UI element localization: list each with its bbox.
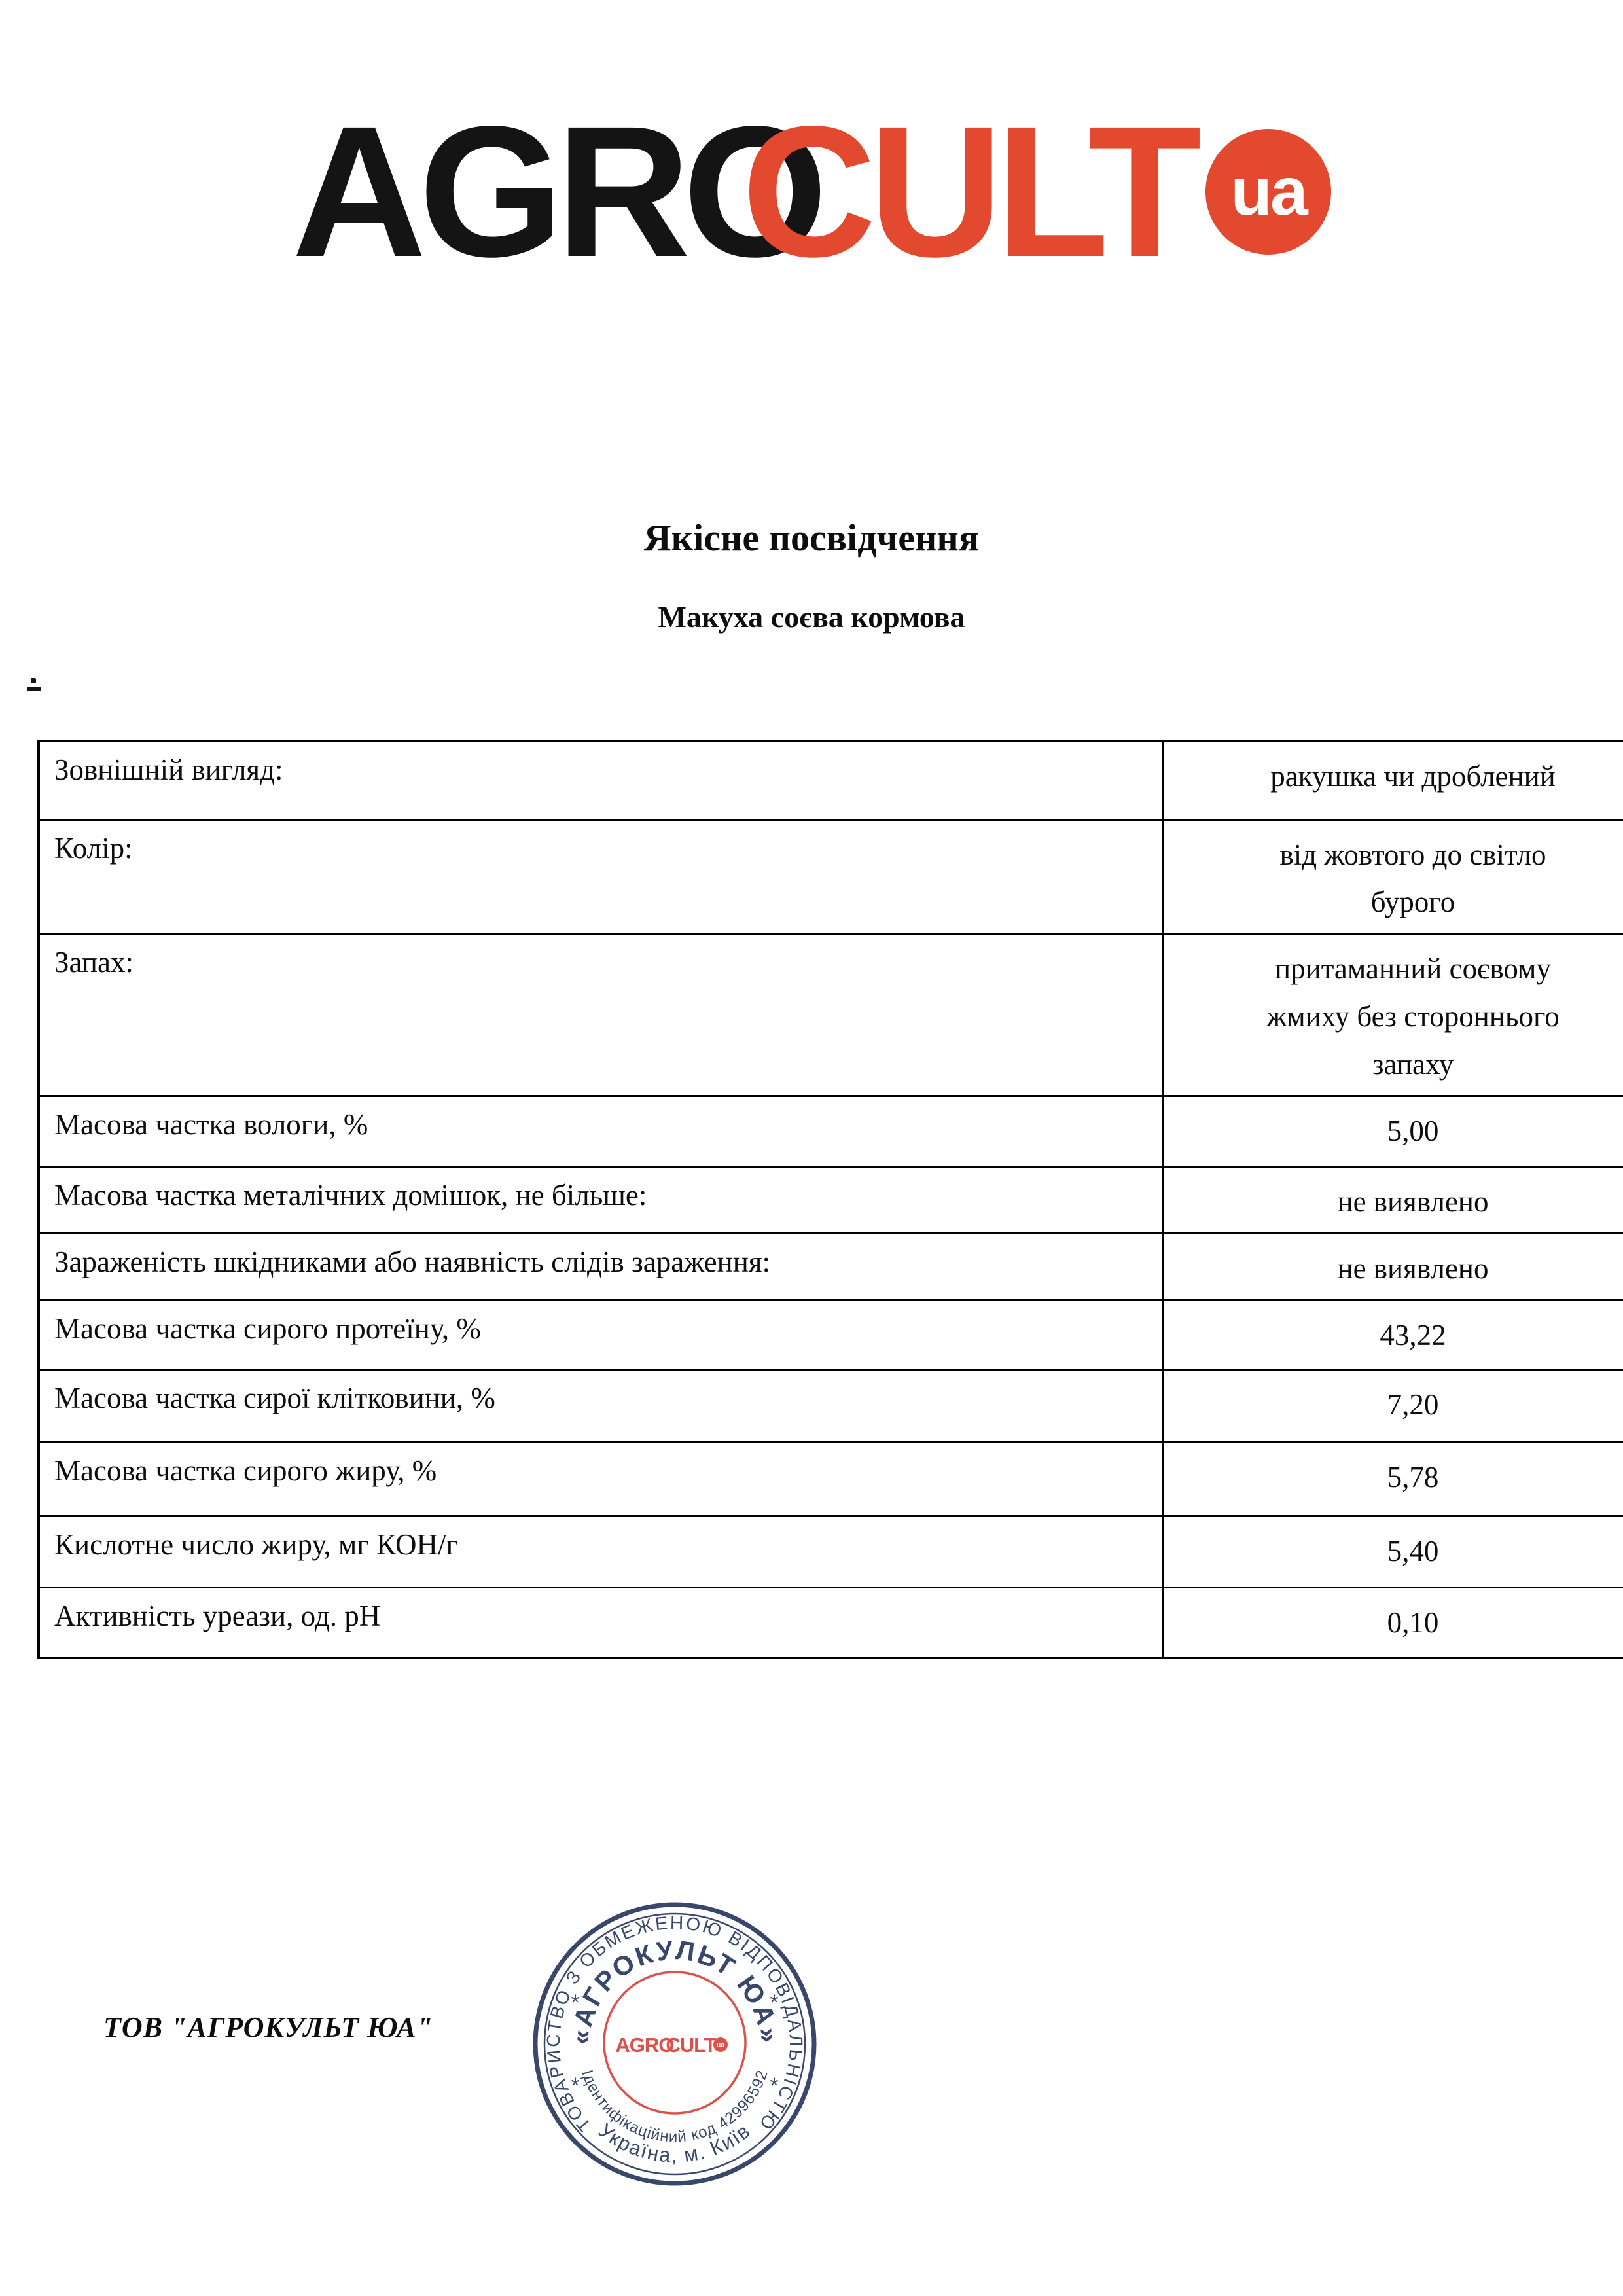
page-subtitle: Макуха соєва кормова <box>658 600 965 634</box>
table-row: Запах: притаманний соєвому жмиху без сто… <box>37 933 1623 1097</box>
spec-value-cell: 43,22 <box>1162 1299 1623 1371</box>
spec-value-cell: від жовтого до світло бурого <box>1162 818 1623 935</box>
spec-value-cell: 5,78 <box>1162 1441 1623 1517</box>
spec-value-cell: 5,40 <box>1162 1515 1623 1588</box>
table-row: Масова частка сирого протеїну, % 43,22 <box>37 1299 1623 1371</box>
spec-value-cell: ракушка чи дроблений <box>1162 740 1623 821</box>
stamp-star-lower-right: * <box>770 2073 778 2098</box>
agrocult-logo: AGR O C ULT ua <box>0 97 1623 287</box>
spec-label-cell: Масова частка вологи, % <box>37 1094 1164 1168</box>
spec-value-cell: 5,00 <box>1162 1094 1623 1168</box>
stamp-star-upper-left: * <box>571 1990 579 2015</box>
spec-label-cell: Масова частка металічних домішок, не біл… <box>37 1165 1164 1234</box>
spec-label-cell: Зараженість шкідниками або наявність слі… <box>37 1232 1164 1301</box>
table-row: Кислотне число жиру, мг КОН/г 5,40 <box>37 1515 1623 1588</box>
logo-letter-o: O <box>683 87 828 296</box>
stamp-inner-ring <box>543 1912 806 2176</box>
spec-label-cell: Масова частка сирої клітковини, % <box>37 1368 1164 1443</box>
stamp-center-ring <box>603 1971 747 2115</box>
stamp-logo-text: AGROCULT <box>615 2034 716 2056</box>
table-row: Зараженість шкідниками або наявність слі… <box>37 1232 1623 1301</box>
page-title: Якісне посвідчення <box>643 516 980 559</box>
stray-mark-icon <box>26 678 41 691</box>
stamp-ua-badge-icon <box>713 2037 728 2052</box>
spec-label-cell: Масова частка сирого жиру, % <box>37 1441 1164 1517</box>
ua-badge-icon: ua <box>1205 129 1331 255</box>
stray-dash <box>26 687 41 691</box>
table-row: Масова частка сирої клітковини, % 7,20 <box>37 1368 1623 1443</box>
table-row: Масова частка сирого жиру, % 5,78 <box>37 1441 1623 1517</box>
ua-badge-label: ua <box>1230 154 1308 230</box>
logo-letter-c: C <box>741 87 876 296</box>
table-row: Активність уреази, од. pH 0,10 <box>37 1586 1623 1659</box>
table-row: Масова частка металічних домішок, не біл… <box>37 1165 1623 1234</box>
spec-value-cell: не виявлено <box>1162 1232 1623 1301</box>
stamp-ua-badge-label: ua <box>717 2041 726 2049</box>
stamp-outer-ring <box>533 1902 817 2186</box>
spec-table: Зовнішній вигляд: ракушка чи дроблений К… <box>37 740 1623 1660</box>
table-row: Масова частка вологи, % 5,00 <box>37 1094 1623 1168</box>
spec-label-cell: Запах: <box>37 933 1164 1097</box>
spec-value-cell: 0,10 <box>1162 1586 1623 1659</box>
stamp-star-upper-right: * <box>770 1990 778 2015</box>
spec-label-cell: Активність уреази, од. pH <box>37 1586 1164 1659</box>
spec-label-cell: Масова частка сирого протеїну, % <box>37 1299 1164 1371</box>
logo-text-agr: AGR <box>291 87 690 296</box>
stamp-logo-left: AGRO <box>615 2034 673 2056</box>
stamp-star-lower-left: * <box>571 2073 579 2098</box>
table-row: Зовнішній вигляд: ракушка чи дроблений <box>37 740 1623 821</box>
spec-label-cell: Кислотне число жиру, мг КОН/г <box>37 1515 1164 1588</box>
company-signature: ТОВ "АГРОКУЛЬТ ЮА" <box>103 2011 433 2043</box>
company-stamp: ТОВАРИСТВО З ОБМЕЖЕНОЮ ВІДПОВІДАЛЬНІСТЮ … <box>533 1902 817 2186</box>
stamp-logo-right: CULT <box>666 2034 716 2056</box>
spec-value-cell: притаманний соєвому жмиху без сторонньог… <box>1162 933 1623 1097</box>
stray-dot <box>31 678 36 683</box>
spec-value-cell: 7,20 <box>1162 1368 1623 1443</box>
logo-text-ult: ULT <box>868 87 1202 296</box>
spec-label-cell: Зовнішній вигляд: <box>37 740 1164 821</box>
table-row: Колір: від жовтого до світло бурого <box>37 818 1623 935</box>
spec-label-cell: Колір: <box>37 818 1164 935</box>
spec-value-cell: не виявлено <box>1162 1165 1623 1234</box>
